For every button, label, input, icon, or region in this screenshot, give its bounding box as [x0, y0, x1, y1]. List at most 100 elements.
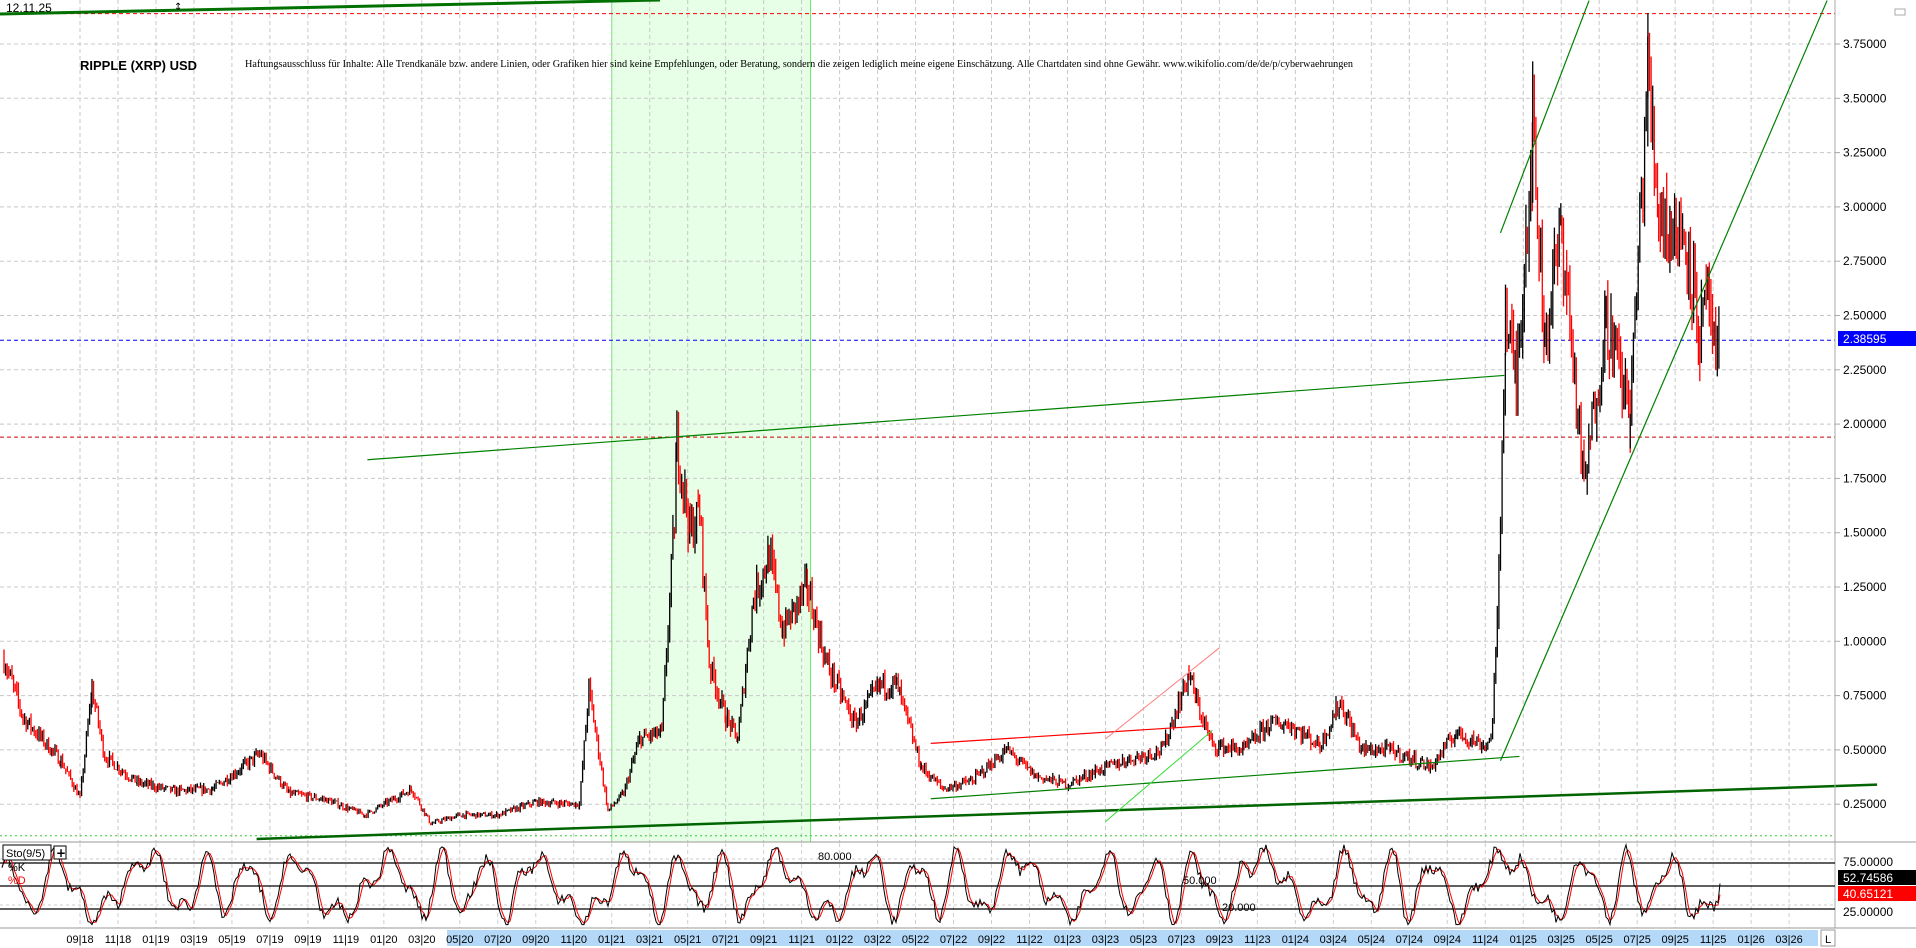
level-mid-label: 50.000 [1183, 875, 1217, 887]
y-tick-label: 3.50000 [1843, 91, 1887, 105]
x-tick-label: 05|23 [1130, 934, 1157, 946]
x-tick-label: 07|25 [1624, 934, 1651, 946]
resize-arrow-icon[interactable]: ↕ [174, 2, 182, 13]
collapse-panel-icon[interactable] [1894, 8, 1906, 16]
stoch-k-line [1, 842, 1721, 927]
d-value-box [1838, 886, 1916, 901]
plus-icon: + [56, 846, 66, 860]
x-tick-label: 05|25 [1586, 934, 1613, 946]
y-tick-label: 3.75000 [1843, 37, 1887, 51]
trendline[interactable] [1499, 0, 1828, 761]
x-tick-label: 07|22 [940, 934, 967, 946]
last-price-label: 2.38595 [1843, 332, 1887, 346]
y-tick-label: 0.25000 [1843, 797, 1887, 811]
x-tick-label: 03|19 [180, 934, 207, 946]
y-tick-label: 3.25000 [1843, 146, 1887, 160]
y-tick-label: 0.75000 [1843, 689, 1887, 703]
x-tick-label: 03|20 [408, 934, 435, 946]
y-tick-label: 3.00000 [1843, 200, 1887, 214]
trendline[interactable] [1105, 647, 1220, 740]
y-tick-label: 0.50000 [1843, 743, 1887, 757]
y-tick-label: 2.25000 [1843, 363, 1887, 377]
x-tick-label: 03|21 [636, 934, 663, 946]
y-tick-label: 1.00000 [1843, 634, 1887, 648]
x-tick-label: 03|24 [1320, 934, 1347, 946]
trendline[interactable] [367, 374, 1505, 461]
d-legend: %D [8, 875, 26, 887]
x-tick-label: 11|24 [1472, 934, 1499, 946]
scale-mode-button[interactable] [1820, 929, 1836, 947]
trendline[interactable] [930, 725, 1203, 744]
trendline[interactable] [930, 755, 1520, 800]
k-value-box [1838, 870, 1916, 885]
trendline[interactable] [1499, 0, 1590, 234]
indicator-label: Sto(9/5) [6, 848, 45, 860]
y-tick-label: 1.50000 [1843, 526, 1887, 540]
x-tick-label: 03|25 [1548, 934, 1575, 946]
x-tick-label: 07|20 [484, 934, 511, 946]
x-tick-label: 11|21 [788, 934, 815, 946]
x-tick-label: 05|20 [446, 934, 473, 946]
chart-title: RIPPLE (XRP) USD [80, 58, 197, 73]
x-tick-label: 05|19 [218, 934, 245, 946]
level-low-label: 20.000 [1222, 902, 1256, 914]
x-tick-label: 01|24 [1282, 934, 1309, 946]
top-trendline[interactable] [0, 0, 661, 16]
x-tick-label: 01|23 [1054, 934, 1081, 946]
x-tick-label: 01|22 [826, 934, 853, 946]
trendline[interactable] [1105, 729, 1213, 822]
x-tick-label: 09|24 [1434, 934, 1461, 946]
x-tick-label: 11|18 [105, 934, 132, 946]
x-tick-label: 01|25 [1510, 934, 1537, 946]
x-tick-label: 03|22 [864, 934, 891, 946]
x-tick-label: 05|21 [674, 934, 701, 946]
y-tick-label: 1.75000 [1843, 471, 1887, 485]
x-tick-label: 11|25 [1700, 934, 1727, 946]
x-tick-label: 01|20 [370, 934, 397, 946]
price-series [3, 13, 1720, 826]
date-range-highlight[interactable] [447, 930, 1818, 946]
x-tick-label: 07|23 [1168, 934, 1195, 946]
disclaimer-text: Haftungsausschluss für Inhalte: Alle Tre… [245, 59, 1353, 70]
add-indicator-button[interactable] [53, 845, 67, 860]
x-tick-label: 01|26 [1737, 934, 1764, 946]
k-legend: %K [8, 862, 26, 874]
x-tick-label: 11|20 [560, 934, 587, 946]
indicator-label-box[interactable] [2, 844, 52, 861]
scale-mode-label: L [1825, 934, 1831, 946]
x-tick-label: 09|23 [1206, 934, 1233, 946]
x-tick-label: 09|19 [294, 934, 321, 946]
x-tick-label: 09|18 [66, 934, 93, 946]
x-tick-label: 05|24 [1358, 934, 1385, 946]
horizontal-lines [0, 13, 1835, 837]
x-tick-label: 09|25 [1661, 934, 1688, 946]
price-axis[interactable]: 3.75000 3.50000 3.25000 3.00000 2.75000 2.500… [1835, 37, 1887, 811]
date-axis[interactable]: 09|18 11|18 01|19 03|19 05|19 07|19 09|19 11|19… [66, 934, 1802, 946]
level-high-label: 80.000 [818, 851, 852, 863]
x-tick-label: 07|24 [1396, 934, 1423, 946]
trendlines[interactable] [256, 0, 1878, 841]
y-tick-label: 2.00000 [1843, 417, 1887, 431]
x-tick-label: 11|19 [333, 934, 360, 946]
y-tick-label: 1.25000 [1843, 580, 1887, 594]
x-tick-label: 09|20 [522, 934, 549, 946]
last-price-box [1838, 331, 1916, 346]
date-label: 12.11.25 [6, 1, 52, 15]
x-tick-label: 05|22 [902, 934, 929, 946]
x-tick-label: 07|19 [256, 934, 283, 946]
x-tick-label: 07|21 [712, 934, 739, 946]
k-value-label: 52.74586 [1843, 871, 1893, 885]
x-tick-label: 01|19 [142, 934, 169, 946]
highlight-range [611, 0, 811, 842]
x-tick-label: 11|22 [1016, 934, 1043, 946]
y-tick-label: 2.50000 [1843, 309, 1887, 323]
x-tick-label: 09|21 [750, 934, 777, 946]
trendline[interactable] [256, 783, 1878, 841]
x-tick-label: 01|21 [598, 934, 625, 946]
x-tick-label: 03|23 [1092, 934, 1119, 946]
osc-axis-low: 25.00000 [1843, 905, 1893, 919]
osc-axis-high: 75.00000 [1843, 855, 1893, 869]
y-tick-label: 2.75000 [1843, 254, 1887, 268]
